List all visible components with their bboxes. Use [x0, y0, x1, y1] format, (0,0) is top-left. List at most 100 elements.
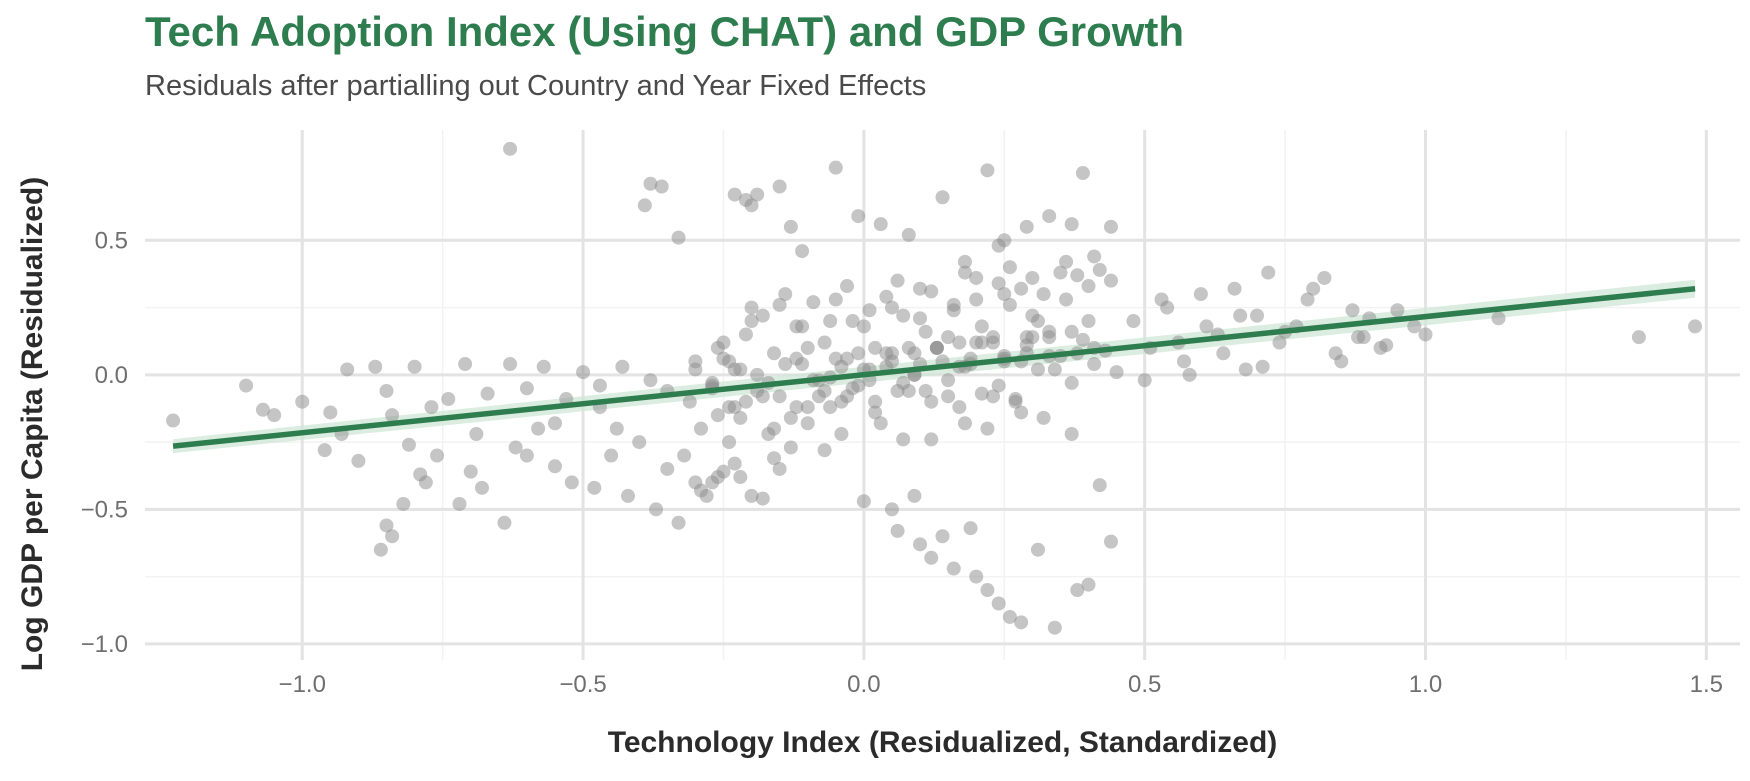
data-point [913, 281, 928, 296]
data-point [474, 480, 489, 495]
data-point [660, 461, 675, 476]
data-point [469, 427, 484, 442]
data-point [974, 335, 989, 350]
data-point [974, 319, 989, 334]
chart-title: Tech Adoption Index (Using CHAT) and GDP… [145, 8, 1185, 55]
data-point [755, 308, 770, 323]
data-point [896, 432, 911, 447]
data-point [671, 515, 686, 530]
data-point [295, 394, 310, 409]
data-point [643, 373, 658, 388]
data-point [986, 335, 1001, 350]
data-point [503, 141, 518, 156]
data-point [637, 198, 652, 213]
data-point [699, 488, 714, 503]
data-point [1014, 405, 1029, 420]
data-point [924, 432, 939, 447]
data-point [772, 461, 787, 476]
data-point [1019, 219, 1034, 234]
data-point [727, 362, 742, 377]
data-point [1047, 362, 1062, 377]
data-point [1193, 287, 1208, 302]
data-point [1103, 534, 1118, 549]
data-point [1081, 279, 1096, 294]
data-point [1002, 609, 1017, 624]
data-point [963, 521, 978, 536]
data-point [1036, 410, 1051, 425]
data-point [1092, 478, 1107, 493]
data-point [969, 569, 984, 584]
data-point [1103, 219, 1118, 234]
fit-line [172, 285, 1696, 449]
data-point [519, 448, 534, 463]
data-point [407, 359, 422, 374]
data-point [1227, 281, 1242, 296]
data-point [778, 357, 793, 372]
data-point [851, 209, 866, 224]
data-point [1014, 281, 1029, 296]
data-point [974, 386, 989, 401]
data-point [941, 330, 956, 345]
data-point [710, 340, 725, 355]
data-point [1059, 292, 1074, 307]
data-point [823, 314, 838, 329]
data-point [1002, 260, 1017, 275]
data-point [935, 190, 950, 205]
data-point [710, 470, 725, 485]
data-point [722, 435, 737, 450]
data-point [643, 176, 658, 191]
data-point [980, 583, 995, 598]
data-point [1019, 330, 1034, 345]
data-point [1030, 314, 1045, 329]
data-point [239, 378, 254, 393]
data-point [1002, 297, 1017, 312]
data-point [1306, 281, 1321, 296]
data-point [1030, 362, 1045, 377]
data-point [795, 357, 810, 372]
data-point [1379, 338, 1394, 353]
data-point [351, 453, 366, 468]
data-point [744, 488, 759, 503]
data-point [744, 198, 759, 213]
data-point [997, 233, 1012, 248]
data-point [795, 244, 810, 259]
data-point [901, 340, 916, 355]
data-point [255, 402, 270, 417]
data-point [1345, 303, 1360, 318]
data-point [795, 319, 810, 334]
data-point [604, 448, 619, 463]
data-point [946, 303, 961, 318]
data-point [856, 494, 871, 509]
data-point [396, 496, 411, 511]
x-tick-label: −1.0 [279, 671, 326, 698]
data-point [1300, 292, 1315, 307]
data-point [750, 367, 765, 382]
data-point [941, 389, 956, 404]
data-point [823, 400, 838, 415]
data-point [817, 383, 832, 398]
data-point [767, 451, 782, 466]
data-point [1418, 327, 1433, 342]
data-point [744, 300, 759, 315]
data-point [1351, 330, 1366, 345]
data-point [1390, 303, 1405, 318]
x-tick-label: 1.5 [1690, 671, 1723, 698]
data-point [991, 378, 1006, 393]
data-point [547, 416, 562, 431]
data-point [1081, 314, 1096, 329]
data-point [536, 359, 551, 374]
data-point [166, 413, 181, 428]
data-point [800, 400, 815, 415]
x-tick-label: −0.5 [559, 671, 606, 698]
data-point [1047, 620, 1062, 635]
data-point [632, 435, 647, 450]
data-point [991, 596, 1006, 611]
data-point [890, 523, 905, 538]
data-point [373, 542, 388, 557]
data-point [783, 410, 798, 425]
data-point [1109, 365, 1124, 380]
data-point [497, 515, 512, 530]
data-point [1154, 292, 1169, 307]
data-point [755, 491, 770, 506]
data-point [750, 187, 765, 202]
